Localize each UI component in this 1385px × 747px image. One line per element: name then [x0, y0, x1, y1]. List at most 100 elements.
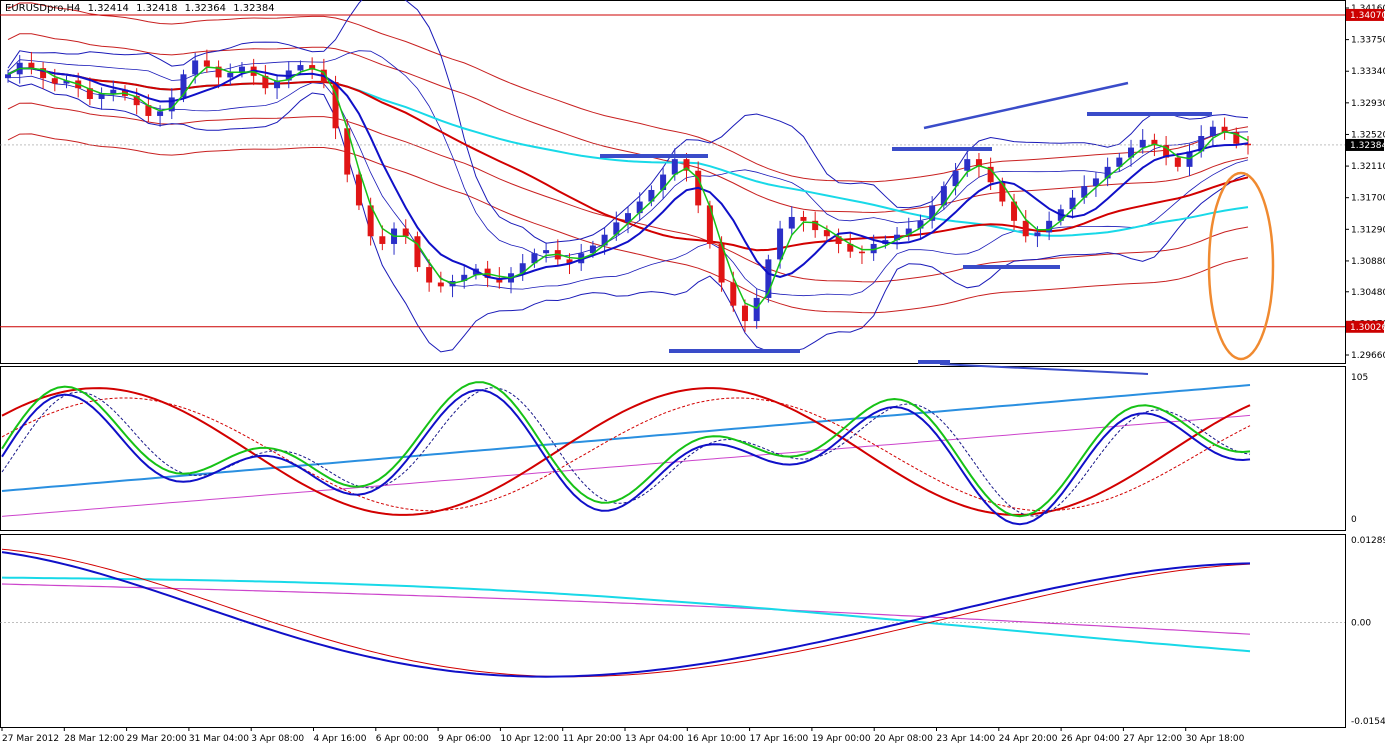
x-tick-label: 9 Apr 06:00 [438, 734, 491, 744]
candle-body [1011, 201, 1018, 221]
x-tick-label: 10 Apr 12:00 [500, 734, 559, 744]
x-tick-label: 11 Apr 20:00 [563, 734, 622, 744]
candle-body [180, 74, 187, 98]
candle-body [5, 74, 11, 79]
y-tick-label: 1.29660 [1351, 351, 1385, 361]
oscillator-panel-frame [0, 366, 1346, 531]
ellipse-annotation [1207, 171, 1275, 361]
candle-body [718, 243, 725, 283]
osc-tick-label: 0 [1351, 515, 1357, 525]
envelope-line [7, 133, 1249, 314]
symbol-label: EURUSDpro,H4 [5, 3, 81, 14]
osc-magenta-line [1, 414, 1251, 517]
y-tick-label: 1.33750 [1351, 36, 1385, 46]
candle-body [800, 216, 807, 221]
candle-body [1198, 136, 1205, 152]
candle-body [274, 80, 281, 89]
level-label-box [1346, 320, 1384, 333]
ma-mid-line [7, 67, 1249, 281]
candle-body [964, 159, 971, 171]
candle-body [660, 174, 667, 190]
x-tick-label: 24 Apr 20:00 [999, 734, 1058, 744]
y-tick-label: 1.33340 [1351, 67, 1385, 77]
candle-body [812, 220, 819, 231]
candle-body [309, 65, 316, 70]
candle-body [683, 159, 690, 171]
x-tick-label: 13 Apr 04:00 [625, 734, 684, 744]
high-value: 1.32418 [136, 3, 178, 14]
candle-body [496, 277, 503, 283]
x-tick-label: 30 Apr 18:00 [1186, 734, 1245, 744]
candle-body [1104, 166, 1111, 179]
close-value: 1.32384 [233, 3, 275, 14]
low-value: 1.32364 [184, 3, 227, 14]
candle-body [706, 205, 713, 244]
candle-body [40, 68, 47, 79]
envelope-line [7, 2, 1249, 183]
x-tick-label: 20 Apr 08:00 [874, 734, 933, 744]
candle-body [940, 186, 947, 206]
candle-body [1174, 157, 1181, 167]
chart-header: EURUSDpro,H4 1.32414 1.32418 1.32364 1.3… [5, 3, 279, 14]
x-tick-label: 31 Mar 04:00 [189, 734, 249, 744]
candle-body [367, 205, 374, 237]
bollinger-lower [7, 80, 1249, 353]
envelope-line [7, 33, 1249, 214]
candle-body [227, 72, 234, 78]
candle-body [589, 245, 596, 254]
level-label-box [1346, 8, 1384, 21]
candle-body [1245, 143, 1251, 146]
candle-body [753, 297, 760, 322]
candle-body [952, 170, 959, 187]
x-tick-label: 19 Apr 00:00 [812, 734, 871, 744]
macd-panel-frame [0, 534, 1346, 728]
candle-body [1163, 145, 1170, 158]
candle-body [566, 259, 573, 264]
candle-body [543, 250, 550, 254]
x-tick-label: 3 Apr 08:00 [251, 734, 304, 744]
candle-body [332, 82, 339, 129]
candle-body [1151, 139, 1158, 146]
candle-body [531, 253, 538, 264]
x-tick-label: 27 Apr 12:00 [1123, 734, 1182, 744]
x-tick-label: 16 Apr 10:00 [687, 734, 746, 744]
candle-body [437, 282, 444, 287]
candle-body [379, 236, 386, 244]
bollinger-inner-lower [8, 75, 1249, 297]
current-price-box [1346, 138, 1384, 151]
bollinger-upper [7, 0, 1249, 244]
y-tick-label: 1.32110 [1351, 162, 1385, 172]
osc-blue-line [1, 389, 1251, 526]
candle-body [168, 97, 175, 112]
osc-tick-label: 105 [1351, 373, 1368, 383]
candle-body [788, 216, 795, 229]
candle-body [636, 201, 643, 214]
candle-body [519, 263, 526, 274]
candle-body [86, 88, 93, 99]
macd-main-line [1, 551, 1251, 678]
candle-body [929, 205, 936, 221]
candle-body [823, 230, 830, 237]
macd-tick-label: 0.01289 [1351, 536, 1385, 546]
candle-body [1092, 178, 1099, 187]
candle-body [917, 220, 924, 229]
candle-body [1022, 220, 1029, 237]
candle-body [1221, 126, 1228, 133]
current-price-label: 1.32384 [1350, 141, 1385, 151]
level-label: 1.30026 [1350, 323, 1385, 333]
candle-body [613, 222, 620, 235]
candle-body [1046, 220, 1053, 233]
candle-body [847, 243, 854, 252]
candle-body [601, 234, 608, 246]
candle-body [414, 236, 421, 268]
candle-body [870, 243, 877, 254]
candle-body [28, 62, 35, 69]
candle-body [63, 80, 70, 84]
macd-signal-line [1, 548, 1251, 678]
osc-green-line [1, 381, 1251, 518]
x-tick-label: 6 Apr 00:00 [376, 734, 429, 744]
candle-body [157, 111, 164, 116]
candle-body [1128, 147, 1135, 158]
candle-body [461, 274, 468, 281]
